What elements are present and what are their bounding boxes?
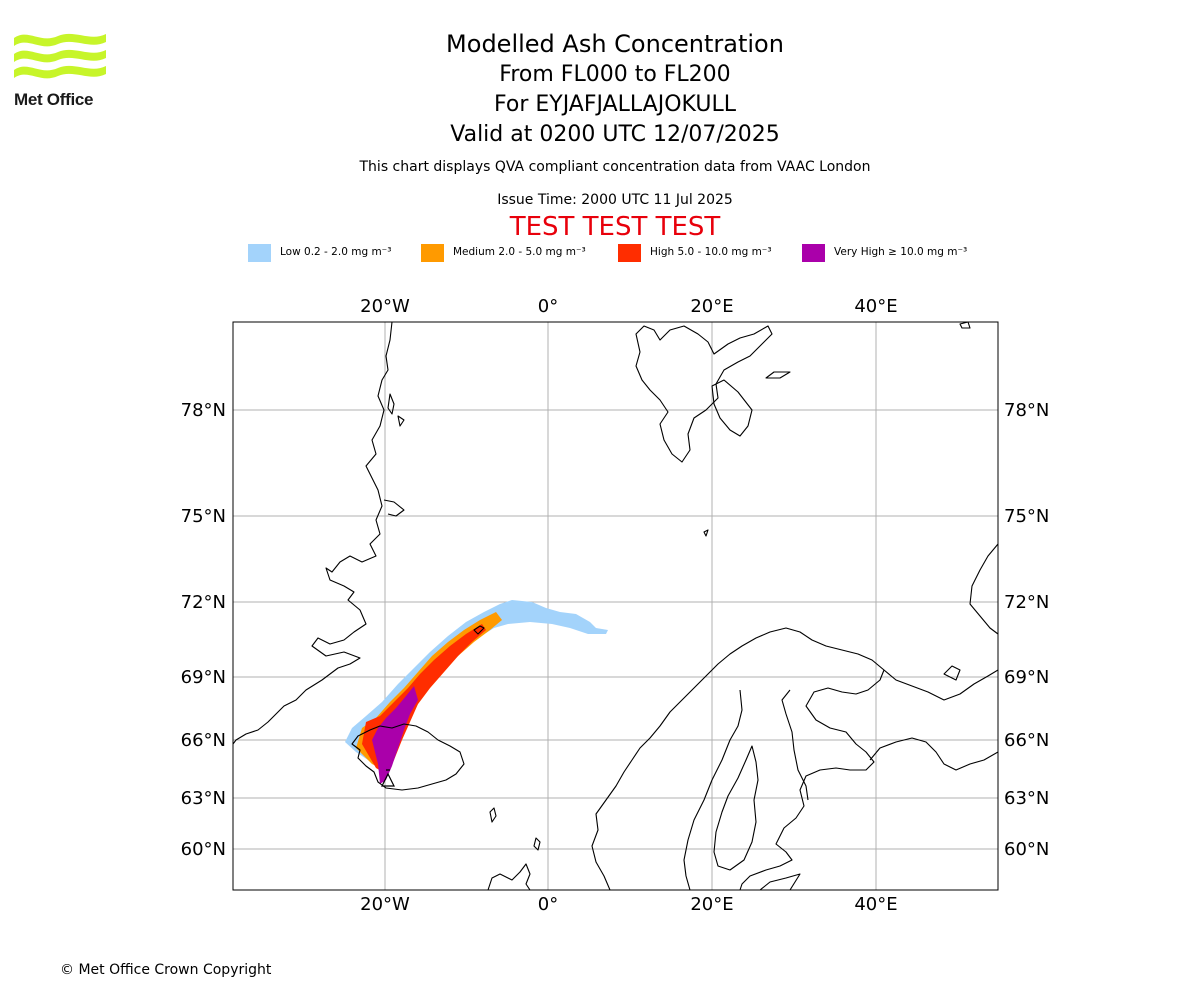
coastline-iceland (351, 723, 465, 791)
latitude-labels-right: 78°N 75°N 72°N 69°N 66°N 63°N 60°N (1004, 400, 1049, 860)
lat-label-right: 78°N (1004, 400, 1049, 421)
lon-label-bottom: 20°E (690, 894, 733, 915)
legend-swatch-medium (421, 244, 444, 262)
logo-text: Met Office (14, 90, 94, 109)
copyright-notice: © Met Office Crown Copyright (60, 962, 272, 978)
lat-label-right: 63°N (1004, 788, 1049, 809)
lon-label-top: 0° (538, 296, 558, 317)
volcano-marker-icon (381, 769, 395, 787)
coastline-greenland-fjord (383, 499, 405, 517)
lat-label-left: 69°N (181, 667, 226, 688)
valid-time: Valid at 0200 UTC 12/07/2025 (450, 122, 780, 147)
longitude-labels-bottom: 20°W 0° 20°E 40°E (360, 894, 897, 915)
coastline-scotland (487, 863, 531, 890)
legend-swatch-low (248, 244, 271, 262)
coastline-white-sea (869, 737, 998, 771)
ash-plume (345, 600, 608, 784)
lat-label-right: 66°N (1004, 730, 1049, 751)
coastline-franz-josef (959, 322, 971, 329)
chart-title: Modelled Ash Concentration (446, 30, 784, 58)
lat-label-left: 75°N (181, 506, 226, 527)
volcano-name: For EYJAFJALLAJOKULL (494, 92, 736, 117)
issue-time: Issue Time: 2000 UTC 11 Jul 2025 (497, 192, 733, 208)
met-office-logo-waves-icon (14, 33, 106, 79)
coastline-novaya-zemlya (969, 543, 998, 635)
coastline-svalbard-east (711, 379, 753, 437)
flight-level-range: From FL000 to FL200 (499, 62, 731, 87)
coastline-greenland-island (387, 393, 395, 415)
lat-label-left: 78°N (181, 400, 226, 421)
lat-label-right: 75°N (1004, 506, 1049, 527)
coastline-kola (883, 669, 998, 701)
test-banner: TEST TEST TEST (509, 212, 721, 242)
coastline-kanin (943, 665, 961, 681)
coastline-svalbard (635, 325, 773, 463)
lon-label-top: 40°E (854, 296, 897, 317)
legend-swatch-very-high (802, 244, 825, 262)
latitude-labels-left: 78°N 75°N 72°N 69°N 66°N 63°N 60°N (181, 400, 226, 860)
legend-label-very-high: Very High ≥ 10.0 mg m⁻³ (834, 246, 968, 258)
met-office-logo: Met Office (14, 30, 110, 112)
coastline-bjornoya (703, 529, 709, 537)
coastline-sweden-finland-border (781, 689, 809, 801)
lat-label-left: 72°N (181, 592, 226, 613)
coastline-norway-sweden-border (683, 689, 743, 890)
coastline-norway (591, 627, 885, 890)
coastlines (233, 322, 998, 890)
coastline-jan-mayen (473, 625, 485, 635)
longitude-labels-top: 20°W 0° 20°E 40°E (360, 296, 897, 317)
lon-label-top: 20°E (690, 296, 733, 317)
coastline-gulf-finland (759, 873, 801, 890)
lat-label-left: 66°N (181, 730, 226, 751)
lat-label-left: 63°N (181, 788, 226, 809)
legend-label-low: Low 0.2 - 2.0 mg m⁻³ (280, 246, 392, 258)
lat-label-right: 60°N (1004, 839, 1049, 860)
coastline-shetland (533, 837, 541, 851)
lon-label-top: 20°W (360, 296, 410, 317)
map-gridlines (233, 322, 998, 890)
legend-label-medium: Medium 2.0 - 5.0 mg m⁻³ (453, 246, 586, 258)
legend-swatch-high (618, 244, 641, 262)
lon-label-bottom: 20°W (360, 894, 410, 915)
coastline-greenland (233, 322, 393, 745)
lat-label-right: 69°N (1004, 667, 1049, 688)
lon-label-bottom: 40°E (854, 894, 897, 915)
coastline-faroes (489, 807, 497, 823)
lon-label-bottom: 0° (538, 894, 558, 915)
chart-title-block: Modelled Ash Concentration From FL000 to… (300, 28, 930, 150)
legend-label-high: High 5.0 - 10.0 mg m⁻³ (650, 246, 772, 258)
coastline-greenland-island-2 (397, 415, 405, 427)
ash-very-high-region (372, 686, 418, 784)
lat-label-right: 72°N (1004, 592, 1049, 613)
map-frame (232, 321, 999, 891)
qva-note: This chart displays QVA compliant concen… (359, 159, 871, 175)
coastline-kvitoya (765, 371, 791, 379)
lat-label-left: 60°N (181, 839, 226, 860)
coastline-gulf-bothnia (713, 745, 759, 871)
